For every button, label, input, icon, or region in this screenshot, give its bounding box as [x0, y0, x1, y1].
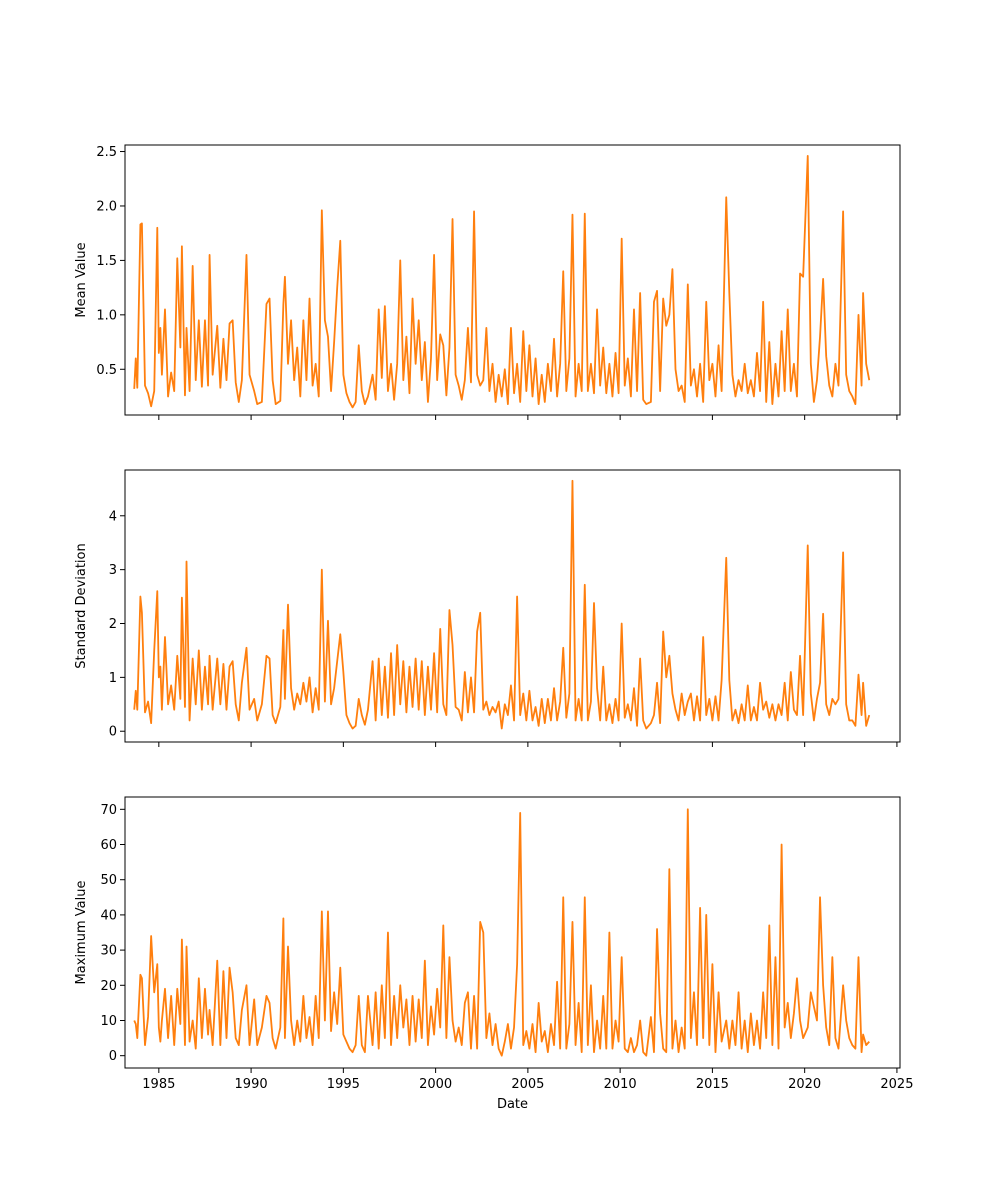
y-tick-label: 0 — [109, 725, 117, 740]
y-axis-label: Mean Value — [74, 242, 89, 317]
series-line-3 — [133, 808, 870, 1057]
y-tick-label: 1.5 — [96, 254, 117, 269]
y-axis-label: Standard Deviation — [74, 543, 89, 668]
y-tick-label: 2.5 — [96, 145, 117, 160]
y-tick-label: 40 — [100, 908, 117, 923]
series-line-1 — [133, 154, 871, 409]
y-tick-label: 3 — [109, 563, 117, 578]
y-tick-label: 20 — [100, 979, 117, 994]
subplot-3: 0 10 20 30 40 50 60 70 Maximum Value 1985 1990 1995… — [74, 796, 913, 1092]
x-tick-label: 1995 — [327, 1077, 360, 1092]
x-tick-label: 2025 — [880, 1077, 913, 1092]
plot-frame-1 — [124, 144, 901, 416]
series-line-2 — [133, 479, 871, 730]
x-tick-label: 2015 — [696, 1077, 729, 1092]
x-axis-label: Date — [497, 1097, 528, 1112]
x-tick-label: 1990 — [235, 1077, 268, 1092]
x-tick-label: 2005 — [511, 1077, 544, 1092]
y-tick-label: 10 — [100, 1014, 117, 1029]
y-tick-label: 60 — [100, 838, 117, 853]
x-tick-label: 2020 — [788, 1077, 821, 1092]
y-axis-label: Maximum Value — [74, 881, 89, 985]
x-tick-label: 1985 — [142, 1077, 175, 1092]
subplot-2: 0 1 2 3 4 Standard Deviation — [74, 469, 901, 747]
y-tick-label: 70 — [100, 803, 117, 818]
x-tick-label: 2000 — [419, 1077, 452, 1092]
plot-frame-2 — [124, 469, 901, 743]
y-tick-label: 0.5 — [96, 363, 117, 378]
y-tick-label: 1 — [109, 671, 117, 686]
y-tick-label: 50 — [100, 873, 117, 888]
x-tick-label: 2010 — [604, 1077, 637, 1092]
y-tick-label: 1.0 — [96, 308, 117, 323]
y-tick-label: 2 — [109, 617, 117, 632]
y-tick-label: 2.0 — [96, 199, 117, 214]
y-tick-label: 0 — [109, 1049, 117, 1064]
plot-frame-3 — [124, 796, 901, 1069]
y-tick-label: 4 — [109, 509, 117, 524]
subplot-1: 0.5 1.0 1.5 2.0 2.5 Mean Value — [74, 144, 901, 420]
y-tick-label: 30 — [100, 944, 117, 959]
